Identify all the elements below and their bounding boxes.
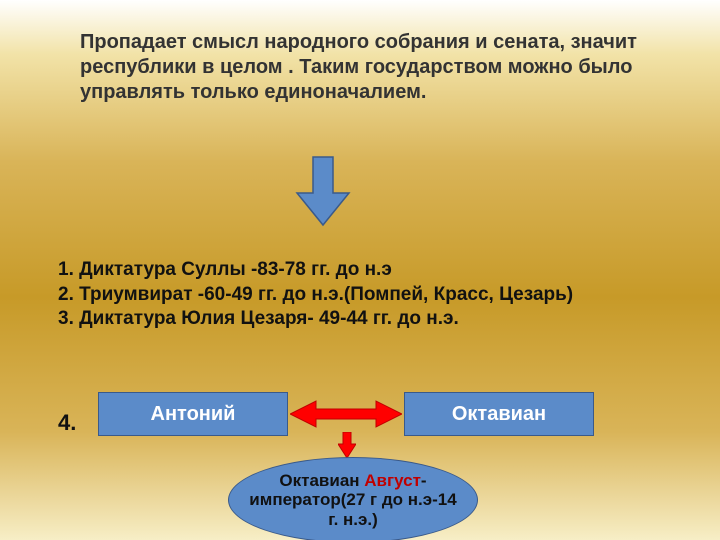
arrow-down-icon	[295, 155, 351, 227]
slide: Пропадает смысл народного собрания и сен…	[0, 0, 720, 540]
list-item: 1. Диктатура Суллы -83-78 гг. до н.э	[58, 258, 658, 283]
box-octavian-label: Октавиан	[452, 403, 546, 426]
small-arrow-down-icon	[338, 432, 356, 458]
box-antony: Антоний	[98, 392, 288, 436]
double-arrow-icon	[290, 400, 402, 428]
box-octavian: Октавиан	[404, 392, 594, 436]
result-ellipse: Октавиан Август- император(27 г до н.э-1…	[228, 457, 478, 540]
list-item: 2. Триумвират -60-49 гг. до н.э.(Помпей,…	[58, 283, 658, 308]
list-item: 3. Диктатура Юлия Цезаря- 49-44 гг. до н…	[58, 307, 658, 332]
result-text: Октавиан Август- император(27 г до н.э-1…	[229, 471, 477, 530]
intro-paragraph: Пропадает смысл народного собрания и сен…	[80, 30, 640, 105]
result-august: Август	[364, 471, 421, 490]
box-antony-label: Антоний	[151, 403, 236, 426]
list-item-4-number: 4.	[58, 410, 76, 436]
numbered-list: 1. Диктатура Суллы -83-78 гг. до н.э 2. …	[58, 258, 658, 332]
result-name: Октавиан	[279, 471, 364, 490]
